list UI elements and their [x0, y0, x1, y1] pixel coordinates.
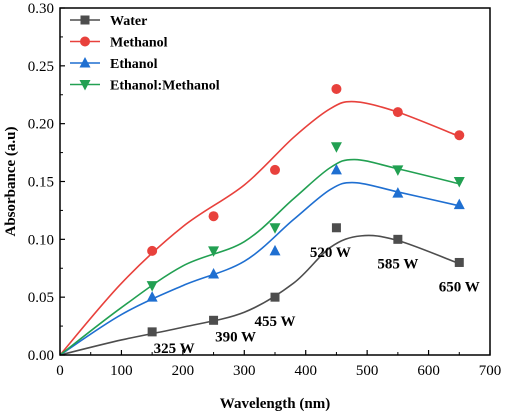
ethanol-point — [208, 268, 220, 279]
legend-label-ethanol-methanol: Ethanol:Methanol — [110, 79, 220, 94]
y-tick-label: 0.05 — [28, 290, 54, 306]
y-tick-label: 0.15 — [28, 175, 54, 191]
data-markers — [146, 83, 465, 337]
legend-label-ethanol: Ethanol — [110, 57, 158, 72]
power-label: 390 W — [215, 329, 256, 345]
water-point — [209, 315, 219, 325]
methanol-point — [331, 83, 342, 94]
x-tick-label: 100 — [110, 363, 133, 379]
water-point — [454, 257, 464, 267]
y-tick-label: 0.00 — [28, 348, 54, 364]
power-label: 325 W — [154, 341, 195, 357]
ethanol-methanol-fit-curve — [59, 158, 460, 356]
power-label: 585 W — [377, 256, 418, 272]
legend-marker-methanol — [80, 36, 90, 47]
x-tick-label: 600 — [417, 363, 440, 379]
water-point — [270, 292, 280, 302]
legend-marker-ethanol — [79, 57, 91, 68]
ethanol-point — [330, 163, 342, 175]
legend-marker-ethanol-methanol — [79, 80, 91, 91]
ethanol-point — [453, 198, 465, 210]
x-tick-label: 500 — [356, 363, 379, 379]
ethanol-methanol-point — [269, 223, 281, 234]
y-tick-label: 0.20 — [28, 117, 54, 133]
methanol-point — [454, 130, 465, 141]
methanol-point — [392, 107, 403, 118]
water-point — [147, 327, 157, 337]
ethanol-methanol-point — [208, 246, 220, 257]
power-label: 650 W — [439, 279, 480, 295]
ethanol-point — [146, 291, 158, 302]
methanol-fit-curve — [59, 100, 460, 356]
x-tick-label: 0 — [56, 363, 64, 379]
y-tick-label: 0.10 — [28, 232, 54, 248]
x-axis-ticks: 0 100 200 300 400 500 600 700 — [56, 350, 501, 379]
y-tick-label: 0.25 — [28, 59, 54, 75]
x-tick-label: 200 — [172, 363, 195, 379]
y-axis-label: Absorbance (a.u) — [3, 126, 19, 236]
ethanol-fit-curve — [59, 181, 460, 356]
power-label: 520 W — [310, 245, 351, 261]
legend-marker-water — [80, 15, 90, 25]
x-axis-label: Wavelength (nm) — [220, 396, 330, 412]
fit-curves — [59, 100, 460, 356]
ethanol-methanol-point — [453, 177, 465, 188]
y-axis-ticks: 0.00 0.05 0.10 0.15 0.20 0.25 0.30 — [28, 1, 65, 364]
ethanol-methanol-point — [392, 165, 404, 176]
ethanol-methanol-point — [330, 142, 342, 153]
x-tick-label: 700 — [479, 363, 502, 379]
legend: Water Methanol Ethanol Ethanol:Methanol — [70, 14, 220, 94]
water-fit-curve — [59, 234, 460, 356]
water-point — [331, 223, 341, 233]
methanol-point — [147, 245, 158, 256]
methanol-point — [270, 164, 280, 175]
water-point — [393, 234, 403, 244]
methanol-point — [208, 211, 219, 222]
ethanol-point — [392, 187, 404, 198]
x-tick-label: 300 — [233, 363, 256, 379]
y-tick-label: 0.30 — [28, 1, 54, 17]
legend-label-water: Water — [110, 14, 147, 29]
ethanol-point — [269, 244, 281, 256]
x-tick-label: 400 — [294, 363, 317, 379]
ethanol-methanol-point — [146, 281, 158, 292]
power-label: 455 W — [255, 314, 296, 330]
legend-label-methanol: Methanol — [110, 36, 168, 51]
